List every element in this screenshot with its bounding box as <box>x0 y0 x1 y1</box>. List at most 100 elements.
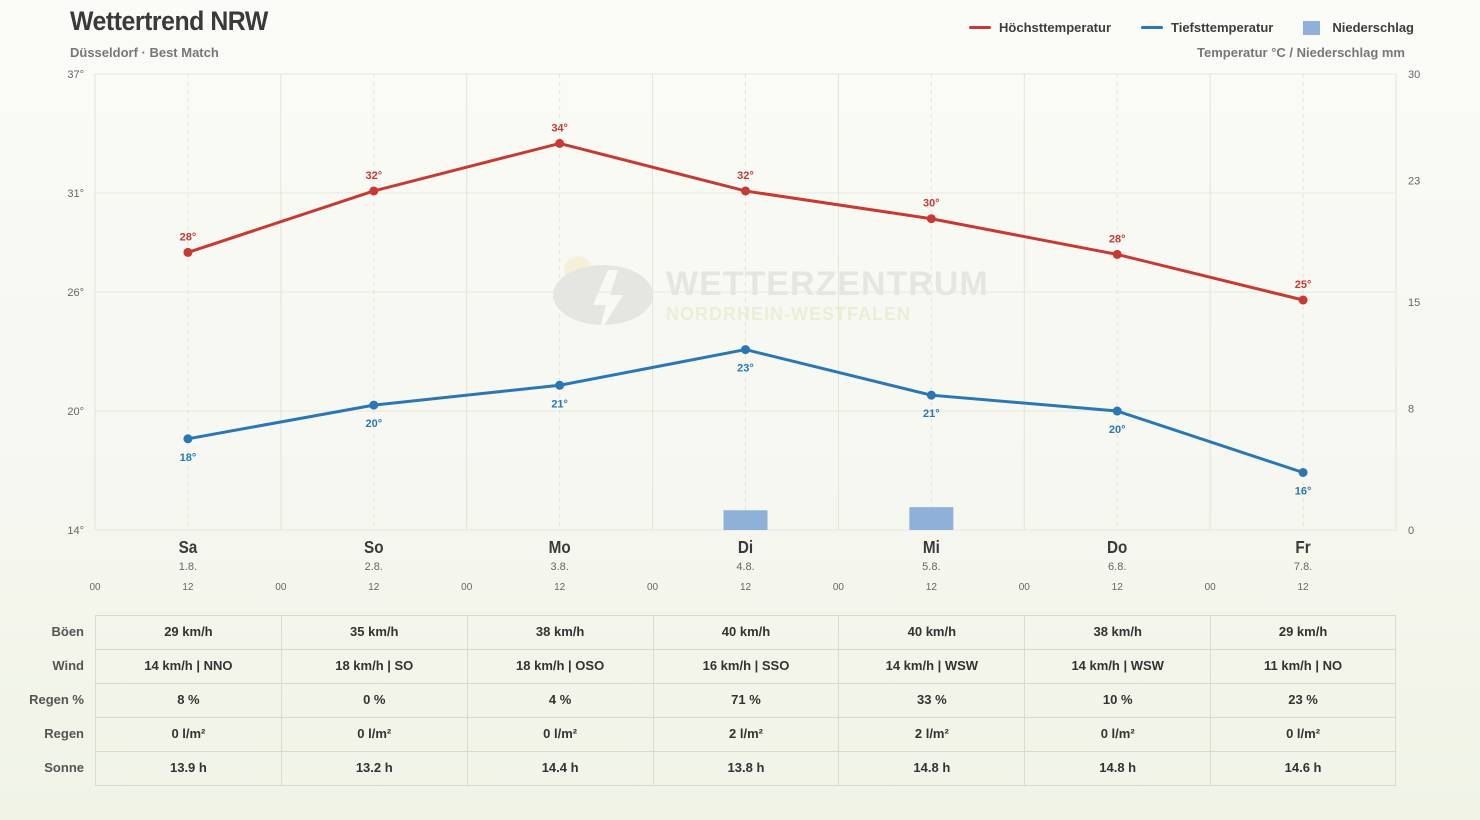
legend-swatch-low <box>1141 26 1163 29</box>
precip-bar <box>909 507 954 530</box>
x-hour-tick: 00 <box>275 582 287 593</box>
legend-swatch-high <box>969 26 992 29</box>
table-cell: 0 l/m² <box>1210 717 1396 751</box>
legend: Höchsttemperatur Tiefsttemperatur Nieder… <box>969 20 1414 35</box>
high-temp-point <box>1298 295 1308 305</box>
table-divider <box>95 717 1396 718</box>
low-temp-point <box>555 380 565 390</box>
y-left-tick-label: 14° <box>67 525 84 537</box>
low-temp-point <box>926 390 936 400</box>
x-date-label: 3.8. <box>550 561 568 573</box>
high-temp-point <box>555 138 565 148</box>
table-cell: 33 % <box>838 683 1024 717</box>
x-hour-tick: 12 <box>740 582 752 593</box>
x-date-label: 4.8. <box>736 561 754 573</box>
table-row-label: Regen <box>44 726 84 741</box>
y-left-tick-label: 31° <box>67 188 84 200</box>
low-temp-label: 21° <box>923 408 940 420</box>
high-temp-label: 32° <box>737 170 754 182</box>
low-temp-label: 21° <box>551 398 568 410</box>
x-date-label: 7.8. <box>1294 561 1312 573</box>
low-temp-point <box>1112 406 1122 416</box>
table-cell: 14 km/h | NNO <box>95 649 281 683</box>
table-cell: 14 km/h | WSW <box>1024 649 1210 683</box>
table-divider <box>95 615 1396 616</box>
x-day-label: Mi <box>923 537 940 557</box>
table-cell: 38 km/h <box>1024 615 1210 649</box>
table-cell: 16 km/h | SSO <box>652 649 839 683</box>
table-cell: 13.8 h <box>652 751 839 785</box>
legend-swatch-precip <box>1303 20 1321 35</box>
x-day-label: Sa <box>179 537 198 557</box>
low-temp-label: 16° <box>1295 486 1312 498</box>
precip-bar <box>723 510 768 530</box>
legend-item-high[interactable]: Höchsttemperatur <box>969 20 1111 35</box>
x-hour-tick: 00 <box>1019 582 1031 593</box>
table-row: Böen 29 km/h 35 km/h 38 km/h 40 km/h 40 km/h 3… <box>0 615 1480 649</box>
y-right-tick-label: 15 <box>1408 297 1420 309</box>
high-temp-label: 32° <box>365 170 382 182</box>
y-left-tick-label: 20° <box>67 406 84 418</box>
low-temp-point <box>369 400 379 410</box>
legend-label-low: Tiefsttemperatur <box>1171 20 1274 35</box>
low-temp-point <box>741 345 750 355</box>
chart-subtitle: Düsseldorf · Best Match <box>70 45 219 60</box>
table-cell: 40 km/h <box>838 615 1024 649</box>
high-temp-point <box>926 214 936 224</box>
table-cell: 10 % <box>1024 683 1210 717</box>
x-date-label: 2.8. <box>365 561 383 573</box>
table-divider <box>95 649 1396 650</box>
x-day-label: Fr <box>1295 537 1311 557</box>
high-temp-label: 30° <box>923 198 940 210</box>
table-cell: 11 km/h | NO <box>1210 649 1396 683</box>
axis-unit-label: Temperatur °C / Niederschlag mm <box>1197 45 1405 60</box>
x-hour-tick: 12 <box>1298 582 1310 593</box>
table-cell: 0 l/m² <box>1024 717 1210 751</box>
table-cell: 38 km/h <box>466 615 653 649</box>
y-right-tick-label: 30 <box>1408 69 1420 81</box>
table-cell: 18 km/h | OSO <box>466 649 653 683</box>
legend-item-precip[interactable]: Niederschlag <box>1303 20 1414 35</box>
table-cell: 40 km/h <box>652 615 839 649</box>
table-row: Sonne 13.9 h 13.2 h 14.4 h 13.8 h 14.8 h 14.8 … <box>0 751 1480 785</box>
table-cell: 14.4 h <box>466 751 653 785</box>
x-hour-tick: 12 <box>1112 582 1124 593</box>
x-date-label: 1.8. <box>179 561 197 573</box>
legend-item-low[interactable]: Tiefsttemperatur <box>1141 20 1273 35</box>
low-temp-label: 20° <box>1109 424 1126 436</box>
table-cell: 35 km/h <box>280 615 467 649</box>
table-cell: 2 l/m² <box>652 717 839 751</box>
low-temp-label: 18° <box>180 452 197 464</box>
x-hour-tick: 00 <box>833 582 845 593</box>
low-temp-point <box>183 434 193 444</box>
table-row: Regen 0 l/m² 0 l/m² 0 l/m² 2 l/m² 2 l/m² 0 l/m… <box>0 717 1480 751</box>
x-day-label: Di <box>738 537 753 557</box>
table-cell: 2 l/m² <box>838 717 1024 751</box>
table-cell: 4 % <box>466 683 653 717</box>
table-cell: 14.8 h <box>838 751 1024 785</box>
y-right-tick-label: 8 <box>1408 403 1414 415</box>
x-hour-tick: 12 <box>554 582 566 593</box>
table-divider <box>95 751 1396 752</box>
y-left-tick-label: 26° <box>67 287 84 299</box>
y-right-tick-label: 23 <box>1408 175 1420 187</box>
x-day-label: Do <box>1107 537 1127 557</box>
high-temp-label: 25° <box>1295 279 1312 291</box>
table-cell: 29 km/h <box>1210 615 1396 649</box>
table-row-label: Sonne <box>44 760 84 775</box>
low-temp-label: 23° <box>737 363 754 375</box>
x-hour-tick: 12 <box>182 582 194 593</box>
high-temp-label: 28° <box>180 231 197 243</box>
table-cell: 18 km/h | SO <box>280 649 467 683</box>
legend-label-high: Höchsttemperatur <box>999 20 1111 35</box>
table-row-label: Wind <box>52 658 84 673</box>
table-cell: 29 km/h <box>95 615 281 649</box>
table-cell: 14.6 h <box>1210 751 1396 785</box>
high-temp-point <box>1112 249 1122 259</box>
x-hour-tick: 00 <box>1205 582 1217 593</box>
x-date-label: 5.8. <box>922 561 940 573</box>
table-divider <box>95 785 1396 786</box>
high-temp-label: 28° <box>1109 233 1126 245</box>
table-cell: 14 km/h | WSW <box>838 649 1024 683</box>
table-cell: 14.8 h <box>1024 751 1210 785</box>
